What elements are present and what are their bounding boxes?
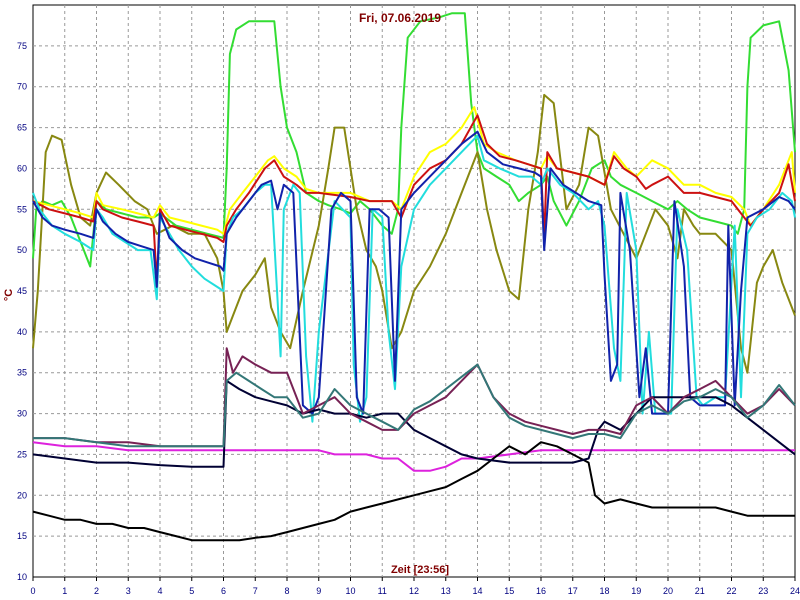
x-tick-label: 15: [504, 586, 514, 596]
series-line-7: [32, 441, 795, 472]
x-tick-label: 6: [221, 586, 226, 596]
x-tick-label: 19: [631, 586, 641, 596]
x-tick-label: 5: [189, 586, 194, 596]
x-tick-label: 21: [695, 586, 705, 596]
y-tick-label: 10: [17, 572, 27, 582]
y-tick-label: 35: [17, 368, 27, 378]
y-tick-label: 25: [17, 449, 27, 459]
x-tick-label: 10: [345, 586, 355, 596]
y-tick-label: 30: [17, 409, 27, 419]
x-tick-label: 13: [441, 586, 451, 596]
x-tick-label: 11: [378, 586, 387, 596]
series-line-6: [32, 130, 796, 415]
y-tick-label: 65: [17, 123, 27, 133]
x-tick-label: 14: [472, 586, 482, 596]
y-tick-label: 40: [17, 327, 27, 337]
x-tick-label: 22: [726, 586, 736, 596]
x-tick-label: 24: [790, 586, 800, 596]
x-axis-label: Zeit [23:56]: [391, 564, 449, 576]
x-tick-label: 1: [62, 586, 67, 596]
x-tick-label: 4: [157, 586, 162, 596]
series-line-8: [32, 441, 795, 542]
x-tick-label: 18: [599, 586, 609, 596]
y-tick-label: 70: [17, 82, 27, 92]
series-line-3: [32, 106, 796, 235]
y-tick-label: 15: [17, 531, 27, 541]
x-tick-label: 23: [758, 586, 768, 596]
x-tick-label: 20: [663, 586, 673, 596]
x-tick-label: 12: [409, 586, 419, 596]
x-tick-label: 3: [126, 586, 131, 596]
x-tick-label: 8: [284, 586, 289, 596]
y-tick-label: 60: [17, 163, 27, 173]
tick-labels: 0 1 2 3 4 5 6 7 8 9 10 11 12 13 14 15 16 17 18 19 20 21 22 23 24…: [17, 41, 800, 596]
x-tick-label: 7: [253, 586, 258, 596]
x-tick-label: 2: [94, 586, 99, 596]
series-line-11: [33, 363, 796, 448]
y-axis-label: °C: [3, 289, 15, 301]
series-group: [32, 12, 796, 542]
y-tick-label: 75: [17, 41, 27, 51]
x-tick-label: 16: [536, 586, 546, 596]
series-line-10: [33, 347, 796, 448]
y-tick-label: 55: [17, 204, 27, 214]
x-tick-label: 17: [568, 586, 578, 596]
y-tick-label: 20: [17, 490, 27, 500]
y-tick-label: 50: [17, 245, 27, 255]
chart-title: Fri, 07.06.2019: [359, 11, 441, 25]
x-tick-label: 0: [30, 586, 35, 596]
y-tick-label: 45: [17, 286, 27, 296]
x-tick-label: 9: [316, 586, 321, 596]
